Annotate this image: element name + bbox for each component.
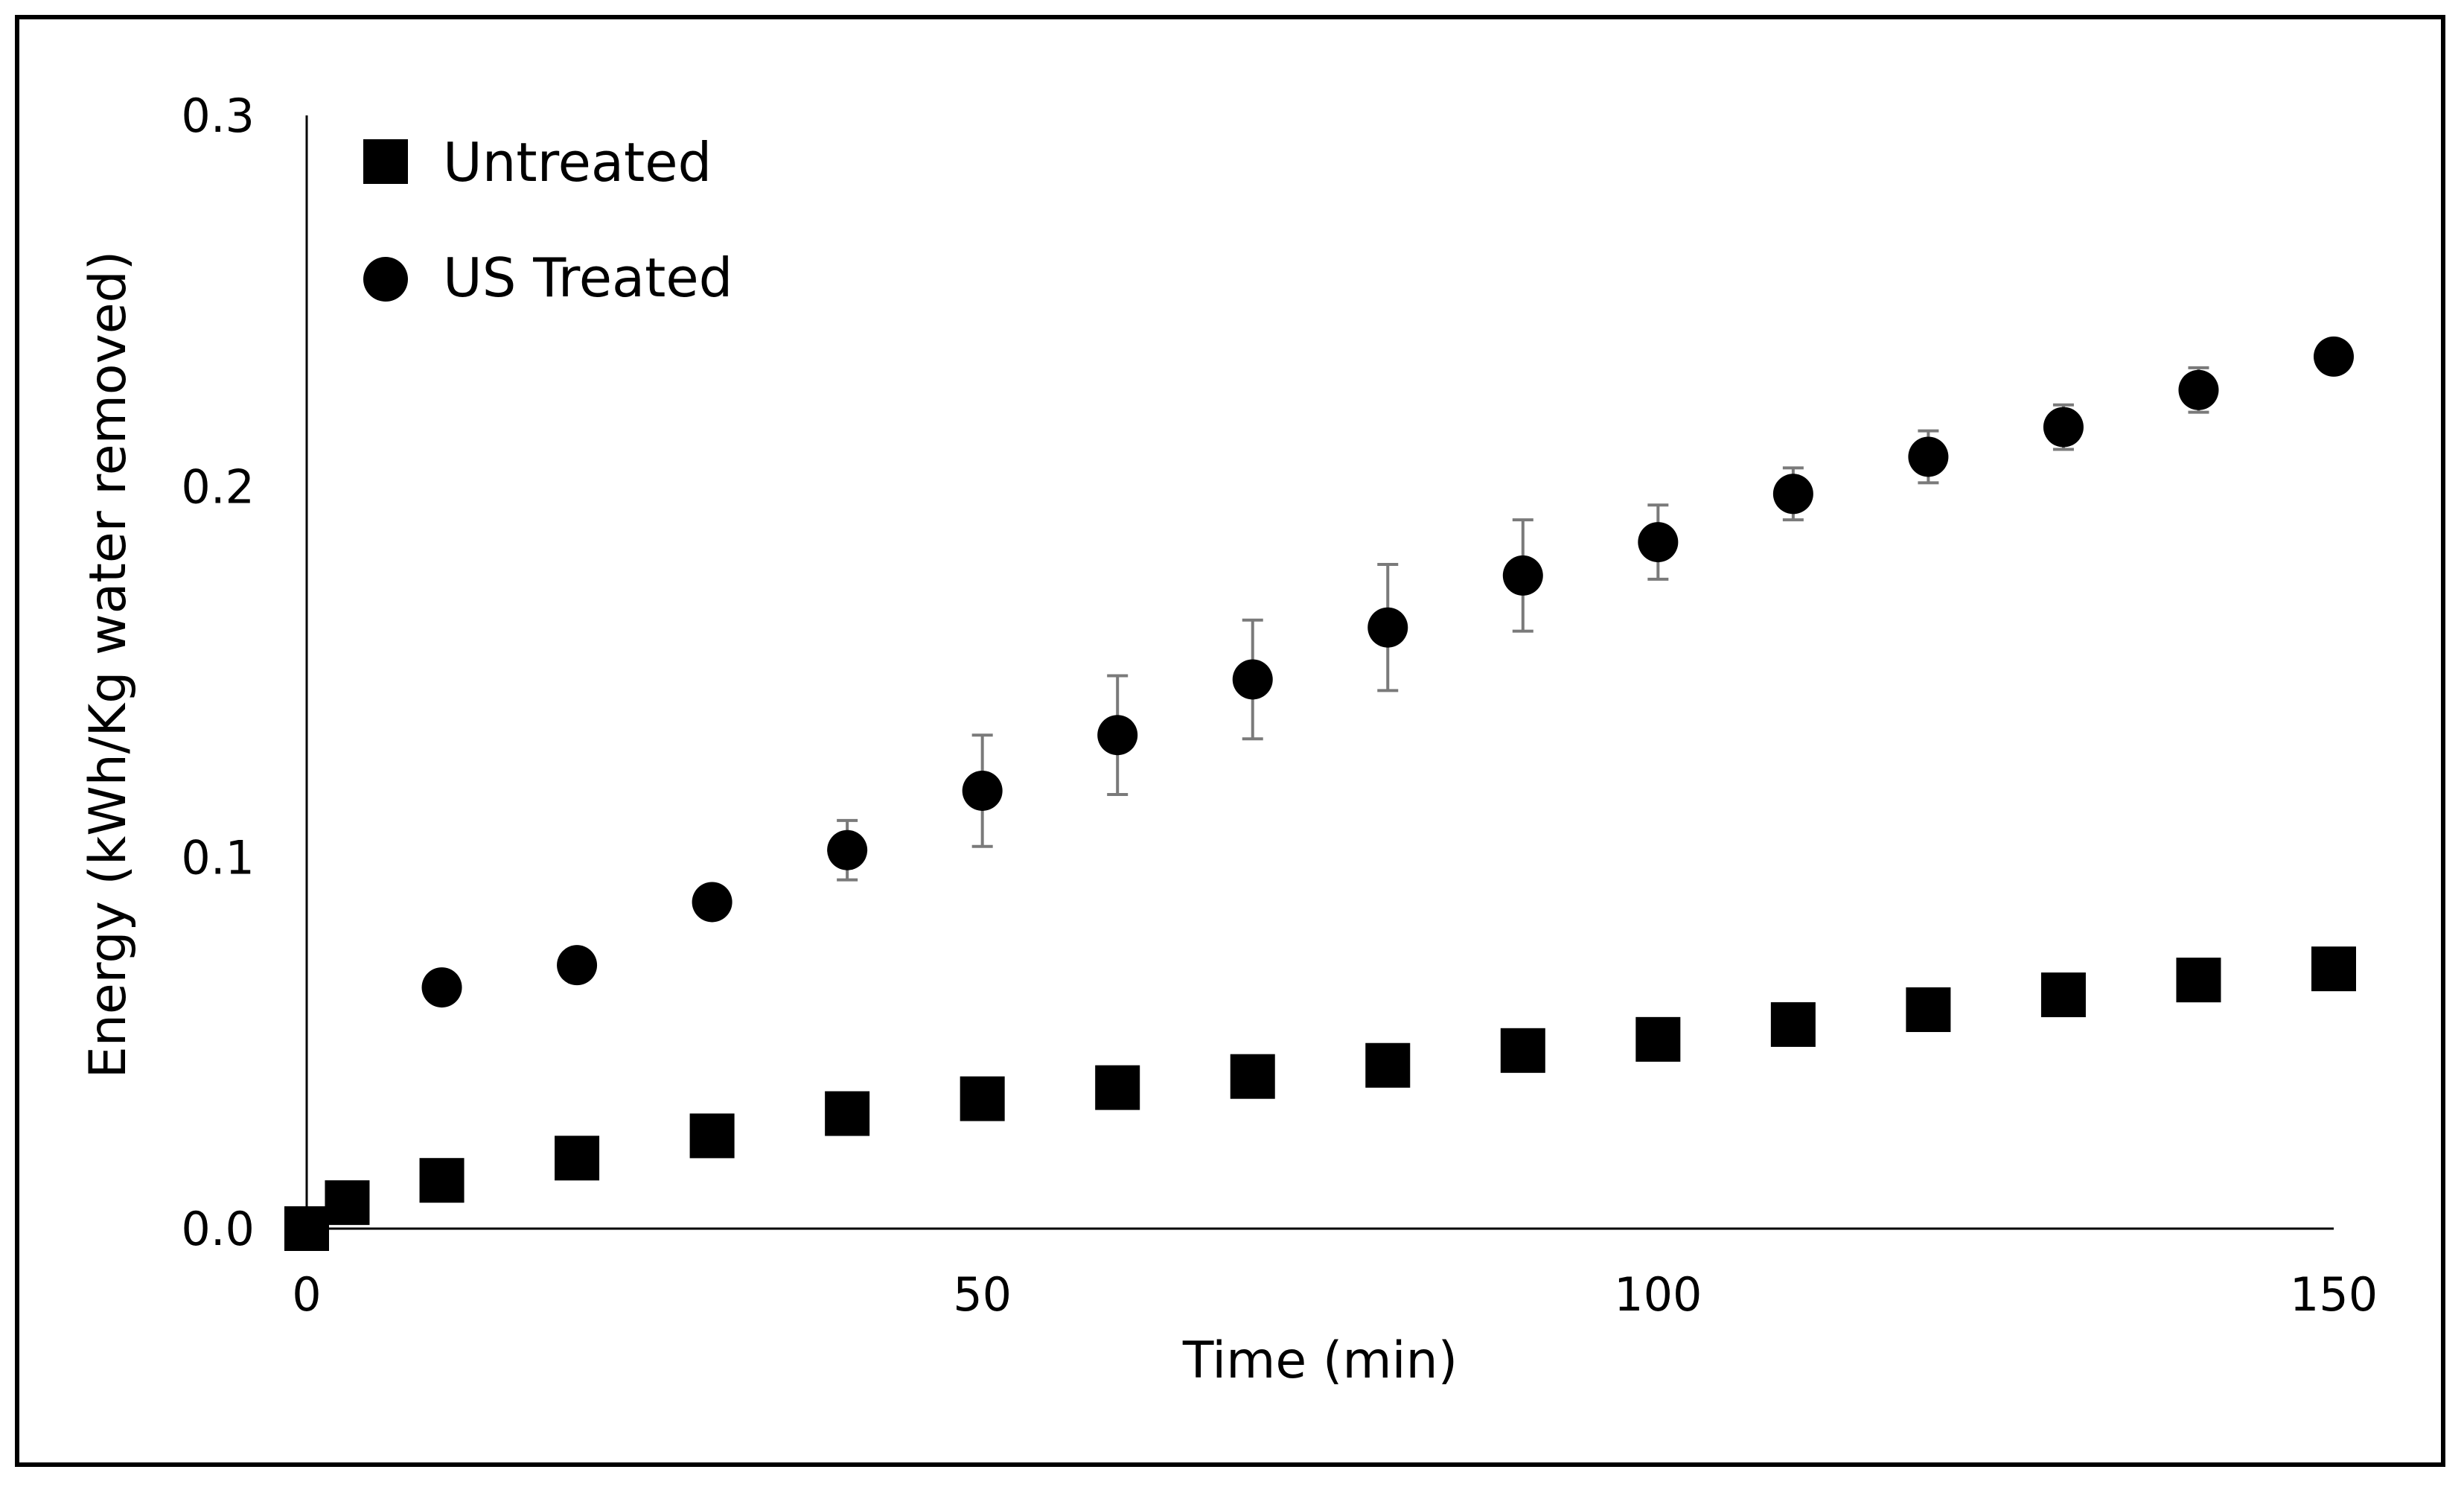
data-point-untreated — [1906, 987, 1951, 1032]
legend-label-us-treated: US Treated — [443, 246, 733, 309]
y-tick-label: 0.1 — [181, 831, 255, 885]
error-bars — [837, 366, 2209, 882]
data-point-us-treated — [1097, 715, 1138, 756]
legend-label-untreated: Untreated — [443, 131, 712, 194]
data-point-untreated — [1635, 1016, 1681, 1062]
data-point-untreated — [1770, 1002, 1816, 1047]
y-axis-title: Energy (kWh/Kg water removed) — [79, 251, 138, 1078]
chart-frame — [15, 15, 2445, 1467]
data-point-untreated — [2040, 972, 2086, 1018]
data-point-us-treated — [2043, 407, 2084, 448]
data-point-us-treated — [962, 770, 1003, 811]
data-point-untreated — [689, 1113, 735, 1159]
data-point-untreated — [2176, 958, 2221, 1003]
y-tick-labels: 0.0 0.1 0.2 0.3 — [181, 89, 255, 1256]
legend-marker-us-treated — [363, 257, 408, 302]
x-tick-labels: 0 50 100 150 — [292, 1267, 2378, 1322]
data-point-us-treated — [557, 945, 598, 986]
x-tick-label: 150 — [2290, 1267, 2378, 1322]
x-tick-label: 0 — [292, 1267, 321, 1322]
data-point-us-treated — [1638, 522, 1679, 563]
data-point-us-treated — [692, 882, 733, 923]
data-point-untreated — [960, 1076, 1005, 1121]
legend-marker-untreated — [363, 139, 408, 184]
data-point-us-treated — [827, 830, 868, 870]
data-point-us-treated — [1772, 474, 1813, 515]
data-point-us-treated — [1367, 607, 1408, 648]
data-point-untreated — [284, 1206, 329, 1251]
data-point-untreated — [1500, 1028, 1545, 1073]
data-points — [284, 336, 2356, 1251]
x-axis-title: Time (min) — [1182, 1331, 1458, 1390]
data-point-untreated — [2311, 946, 2356, 992]
data-point-untreated — [555, 1136, 600, 1181]
y-tick-label: 0.0 — [181, 1202, 255, 1256]
data-point-us-treated — [1502, 555, 1543, 596]
x-tick-label: 100 — [1614, 1267, 1702, 1322]
data-point-us-treated — [1232, 659, 1273, 700]
y-tick-label: 0.3 — [181, 89, 255, 143]
data-point-us-treated — [421, 967, 462, 1008]
data-point-untreated — [325, 1180, 370, 1226]
data-point-untreated — [825, 1091, 870, 1136]
y-tick-label: 0.2 — [181, 459, 255, 514]
x-tick-label: 50 — [953, 1267, 1012, 1322]
data-point-untreated — [1365, 1042, 1411, 1088]
data-point-untreated — [1095, 1065, 1140, 1110]
data-point-us-treated — [1908, 436, 1949, 477]
legend: Untreated US Treated — [363, 131, 733, 309]
data-point-us-treated — [2178, 369, 2219, 410]
data-point-untreated — [1230, 1054, 1275, 1099]
data-point-untreated — [419, 1158, 465, 1203]
data-point-us-treated — [2314, 336, 2354, 377]
